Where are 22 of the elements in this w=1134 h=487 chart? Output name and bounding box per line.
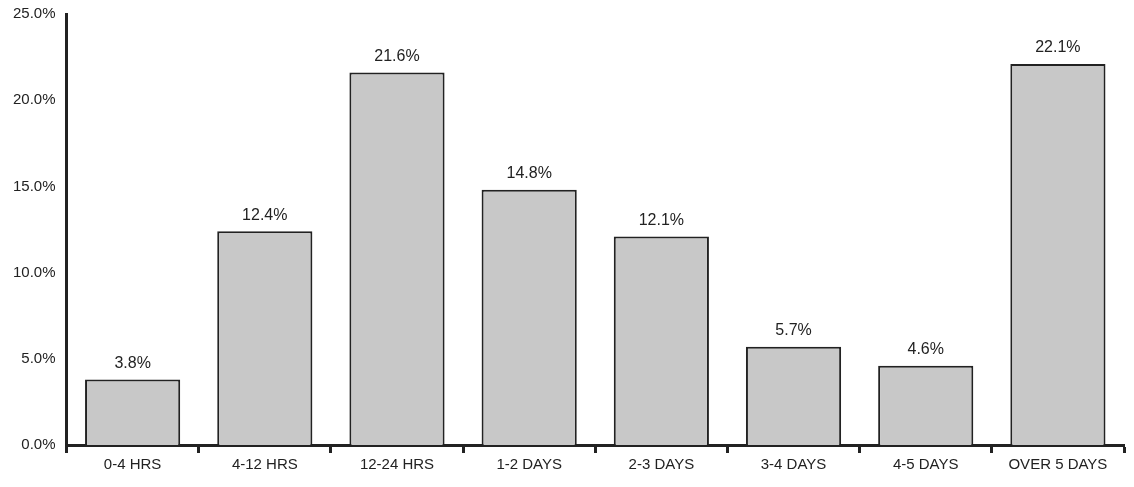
x-tick-label: 12-24 HRS	[359, 455, 435, 473]
y-tick-label: 20.0%	[12, 90, 56, 108]
data-label: 12.1%	[638, 210, 685, 228]
data-label: 22.1%	[1035, 38, 1081, 56]
y-tick-label: 0.0%	[21, 435, 56, 453]
data-label: 14.8%	[506, 164, 552, 182]
y-tick-label: 10.0%	[12, 262, 56, 280]
data-label: 5.7%	[775, 321, 812, 339]
x-tick-label: 4-12 HRS	[231, 455, 298, 473]
y-tick-label: 15.0%	[12, 176, 56, 194]
y-tick-label: 5.0%	[21, 348, 56, 366]
x-tick-label: 3-4 DAYS	[760, 455, 827, 473]
x-tick-label: 0-4 HRS	[103, 455, 162, 473]
y-tick-label: 25.0%	[12, 4, 56, 22]
x-tick-label: OVER 5 DAYS	[1008, 455, 1108, 473]
x-tick-label: 2-3 DAYS	[628, 455, 695, 473]
data-label: 4.6%	[907, 340, 944, 358]
data-label: 12.4%	[242, 205, 288, 223]
x-tick-label: 1-2 DAYS	[496, 455, 562, 473]
x-tick-label: 4-5 DAYS	[892, 455, 959, 473]
data-label: 21.6%	[374, 47, 420, 65]
data-label: 3.8%	[114, 353, 151, 371]
